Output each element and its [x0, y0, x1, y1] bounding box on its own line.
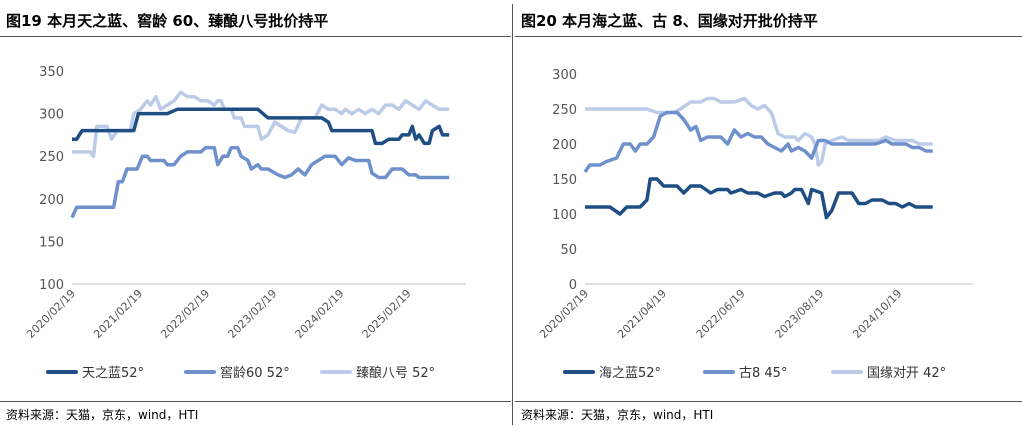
legend-label: 臻酿八号 52° [356, 365, 435, 381]
x-tick-label: 2023/08/19 [772, 287, 826, 341]
y-tick-label: 100 [39, 278, 64, 293]
chart-title-left: 图19 本月天之蓝、窖龄 60、臻酿八号批价持平 [6, 12, 329, 30]
source-note-right: 资料来源：天猫，京东，wind，HTI [521, 408, 714, 422]
x-tick-label: 2024/10/19 [850, 287, 904, 341]
x-tick-label: 2022/06/19 [694, 287, 748, 341]
chart-panel-right: 图20 本月海之蓝、古 8、国缘对开批价持平 0 50 100 150 200 250 30… [515, 0, 1022, 429]
y-tick-label: 350 [39, 65, 64, 80]
y-tick-label: 250 [552, 103, 577, 118]
title-rule-right [515, 36, 1022, 37]
x-tick-label: 2020/02/19 [537, 287, 591, 341]
chart-right: 0 50 100 150 200 250 300 2020/02/19 2021/04/19 20… [537, 68, 973, 381]
chart-title-right: 图20 本月海之蓝、古 8、国缘对开批价持平 [521, 12, 818, 30]
y-tick-label: 300 [39, 108, 64, 123]
source-note-left: 资料来源：天猫，京东，wind，HTI [6, 408, 199, 422]
legend-label: 国缘对开 42° [867, 366, 946, 381]
legend-label: 海之蓝52° [599, 366, 661, 381]
y-tick-label: 150 [39, 235, 64, 250]
legend-label: 古8 45° [739, 366, 787, 381]
series-line-0 [72, 107, 450, 146]
y-tick-label: 200 [39, 193, 64, 208]
x-tick-label: 2022/02/19 [158, 287, 212, 341]
series-line-1 [583, 110, 933, 173]
series-line-1 [70, 145, 450, 219]
series-line-2 [585, 96, 933, 167]
source-rule-right [515, 401, 1022, 402]
panel-divider [512, 4, 513, 425]
x-tick-label: 2025/02/19 [360, 287, 414, 341]
x-tick-label: 2021/02/19 [91, 287, 145, 341]
y-tick-label: 50 [560, 243, 577, 258]
y-tick-label: 100 [552, 208, 577, 223]
y-tick-label: 250 [39, 150, 64, 165]
x-tick-label: 2021/04/19 [615, 287, 669, 341]
y-tick-label: 150 [552, 173, 577, 188]
y-tick-label: 200 [552, 138, 577, 153]
source-rule-left [0, 401, 511, 402]
x-tick-label: 2020/02/19 [24, 287, 78, 341]
legend-label: 窖龄60 52° [220, 365, 290, 381]
chart-panel-left: 图19 本月天之蓝、窖龄 60、臻酿八号批价持平 100 150 200 250 300… [0, 12, 511, 422]
y-tick-label: 0 [569, 278, 577, 293]
series-line-2 [72, 90, 450, 158]
x-tick-label: 2024/02/19 [293, 287, 347, 341]
x-tick-label: 2023/02/19 [225, 287, 279, 341]
series-line-0 [585, 177, 933, 220]
title-rule-left [0, 36, 511, 37]
legend-label: 天之蓝52° [82, 366, 144, 381]
y-tick-label: 300 [552, 68, 577, 83]
